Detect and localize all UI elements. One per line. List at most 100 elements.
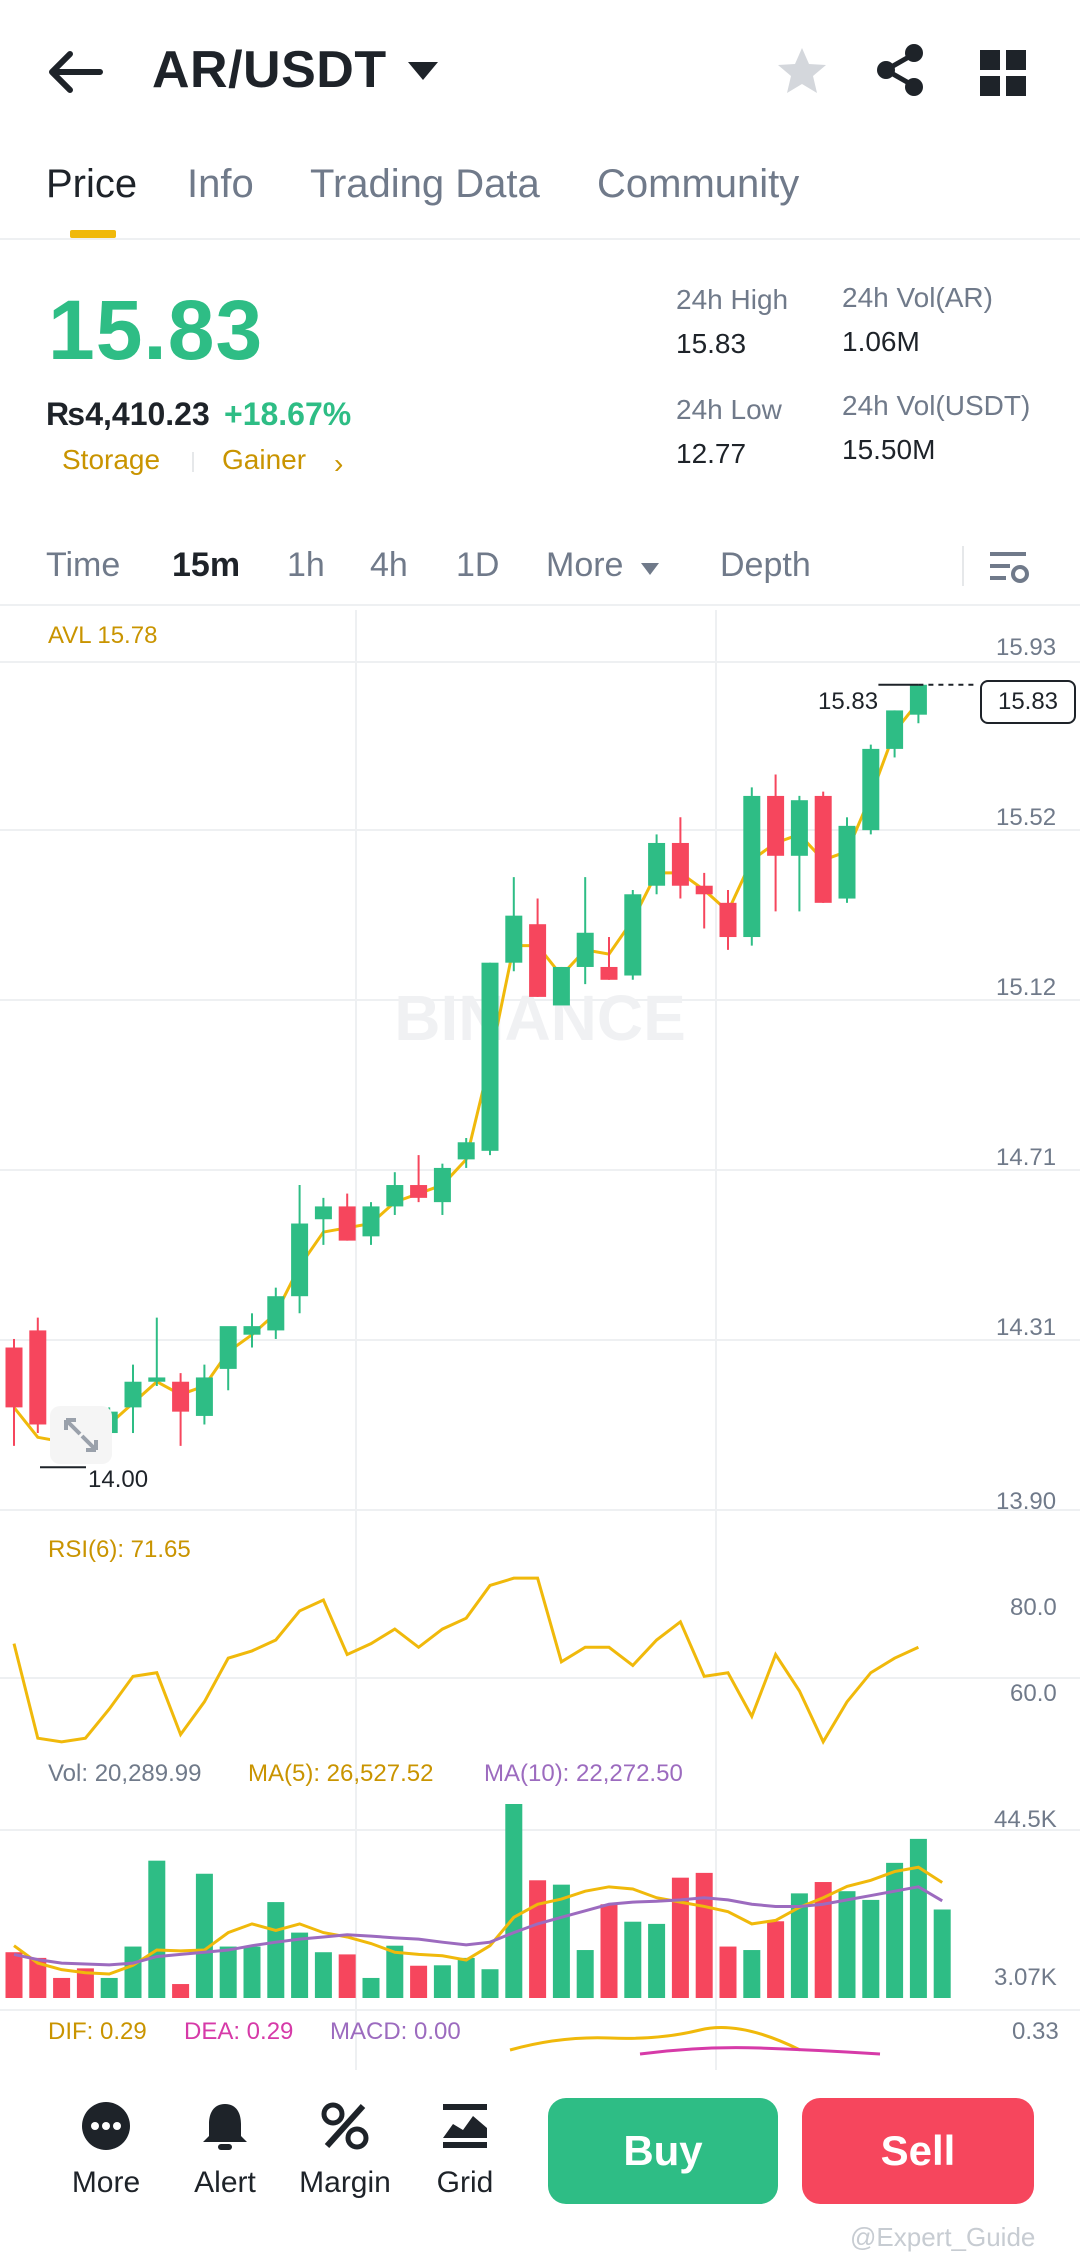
volume-bar bbox=[719, 1946, 737, 1998]
vol-axis-max: 44.5K bbox=[994, 1806, 1057, 1833]
volume-bar bbox=[648, 1923, 666, 1998]
tab-trading-data[interactable]: Trading Data bbox=[310, 162, 540, 206]
percent-icon bbox=[321, 2102, 369, 2150]
interval-15m[interactable]: 15m bbox=[172, 546, 241, 584]
volume-bar bbox=[481, 1969, 499, 1998]
candle-body bbox=[505, 915, 523, 963]
candle-body bbox=[172, 1381, 190, 1412]
volume-bar bbox=[576, 1950, 594, 1998]
low-label: 24h Low bbox=[676, 394, 782, 425]
caret-down-icon[interactable] bbox=[406, 58, 440, 82]
vol-quote-label: 24h Vol(USDT) bbox=[842, 390, 1031, 421]
tab-community[interactable]: Community bbox=[597, 162, 800, 206]
candle-body bbox=[767, 795, 785, 856]
price-axis-3: 15.12 bbox=[996, 974, 1057, 1001]
divider bbox=[962, 546, 964, 586]
ma10-line bbox=[13, 1885, 943, 1967]
margin-label: Margin bbox=[299, 2166, 391, 2199]
tag-divider bbox=[192, 452, 194, 472]
volume-bar bbox=[386, 1945, 404, 1998]
candle-body bbox=[219, 1326, 237, 1369]
interval-more[interactable]: More bbox=[546, 546, 624, 584]
volume-bar bbox=[338, 1954, 356, 1998]
volume-bar bbox=[291, 1932, 309, 1998]
volume-bar bbox=[243, 1946, 261, 1998]
candle-body bbox=[267, 1296, 285, 1331]
sell-button[interactable]: Sell bbox=[802, 2098, 1034, 2204]
price-axis-5: 14.31 bbox=[996, 1314, 1057, 1341]
interval-4h[interactable]: 4h bbox=[370, 546, 408, 584]
bell-icon bbox=[203, 2104, 247, 2150]
dif-line bbox=[509, 2026, 801, 2052]
volume-bar bbox=[172, 1984, 190, 1998]
tag-storage[interactable]: Storage bbox=[62, 444, 161, 475]
candle-body bbox=[338, 1206, 356, 1241]
candle-body bbox=[648, 842, 666, 886]
candle-body bbox=[909, 684, 927, 715]
volume-bar bbox=[886, 1862, 904, 1998]
expand-chart-button[interactable] bbox=[50, 1406, 112, 1464]
candle-body bbox=[790, 800, 808, 856]
candle-body bbox=[5, 1347, 23, 1408]
high-label: 24h High bbox=[676, 284, 789, 315]
volume-bar bbox=[53, 1977, 71, 1998]
kline-chart[interactable]: BINANCE AVL 15.78 15.93 15.52 15.12 14.7… bbox=[0, 610, 1080, 2070]
top-bar: AR/USDT bbox=[0, 0, 1080, 140]
interval-time[interactable]: Time bbox=[46, 546, 121, 584]
vol-base-value: 1.06M bbox=[842, 326, 920, 357]
candle-body bbox=[29, 1330, 47, 1425]
volume-bar bbox=[838, 1891, 856, 1998]
current-price-tag: 15.83 bbox=[980, 680, 1076, 724]
chart-settings-icon[interactable] bbox=[984, 544, 1032, 592]
grid-button[interactable]: Grid bbox=[415, 2100, 515, 2200]
last-price: 15.83 bbox=[48, 283, 264, 377]
high-value: 15.83 bbox=[676, 328, 747, 359]
volume-bar bbox=[148, 1860, 166, 1998]
vol-label: Vol: 20,289.99 bbox=[48, 1760, 202, 1787]
interval-1h[interactable]: 1h bbox=[287, 546, 325, 584]
alert-button[interactable]: Alert bbox=[175, 2100, 275, 2200]
volume-bar bbox=[433, 1965, 451, 1998]
candle-body bbox=[362, 1206, 380, 1237]
watermark-text: @Expert_Guide bbox=[850, 2222, 1036, 2252]
grid-icon[interactable] bbox=[980, 50, 1026, 96]
volume-bar bbox=[624, 1921, 642, 1998]
interval-bar: Time 15m 1h 4h 1D More Depth bbox=[0, 530, 1080, 606]
bottom-action-bar: More Alert Margin Grid Buy Sell bbox=[0, 2070, 1080, 2262]
tag-gainer[interactable]: Gainer bbox=[222, 444, 307, 475]
volume-bar bbox=[695, 1872, 713, 1998]
price-axis-1: 15.93 bbox=[996, 634, 1057, 661]
volume-bar bbox=[862, 1899, 880, 1998]
margin-button[interactable]: Margin bbox=[295, 2100, 395, 2200]
tab-price[interactable]: Price bbox=[46, 162, 138, 206]
kline-svg[interactable]: BINANCE bbox=[0, 610, 1080, 2070]
more-button[interactable]: More bbox=[56, 2100, 156, 2200]
star-icon[interactable] bbox=[774, 44, 830, 100]
expand-icon bbox=[64, 1418, 98, 1452]
rsi-axis-60: 60.0 bbox=[1010, 1680, 1057, 1707]
volume-bar bbox=[767, 1921, 785, 1998]
volume-bar bbox=[552, 1884, 570, 1998]
volume-bar bbox=[124, 1946, 142, 1998]
volume-bar bbox=[100, 1977, 118, 1998]
pair-title[interactable]: AR/USDT bbox=[152, 41, 387, 99]
low-value: 12.77 bbox=[676, 438, 747, 469]
volume-bar bbox=[219, 1946, 237, 1998]
back-arrow-icon[interactable] bbox=[48, 50, 104, 94]
volume-bar bbox=[29, 1957, 47, 1998]
candle-body bbox=[671, 842, 689, 886]
macd-axis: 0.33 bbox=[1012, 2018, 1059, 2045]
chevron-right-icon[interactable]: › bbox=[334, 448, 344, 479]
candle-body bbox=[576, 932, 594, 967]
volume-bar bbox=[671, 1877, 689, 1998]
share-icon[interactable] bbox=[872, 42, 928, 98]
buy-button[interactable]: Buy bbox=[548, 2098, 778, 2204]
candle-body bbox=[743, 795, 761, 938]
volume-bar bbox=[600, 1904, 618, 1998]
interval-depth[interactable]: Depth bbox=[720, 546, 811, 584]
volume-bar bbox=[314, 1952, 332, 1998]
tab-info[interactable]: Info bbox=[187, 162, 254, 206]
caret-down-icon[interactable] bbox=[640, 562, 660, 576]
interval-1d[interactable]: 1D bbox=[456, 546, 500, 584]
volume-bar bbox=[457, 1957, 475, 1998]
